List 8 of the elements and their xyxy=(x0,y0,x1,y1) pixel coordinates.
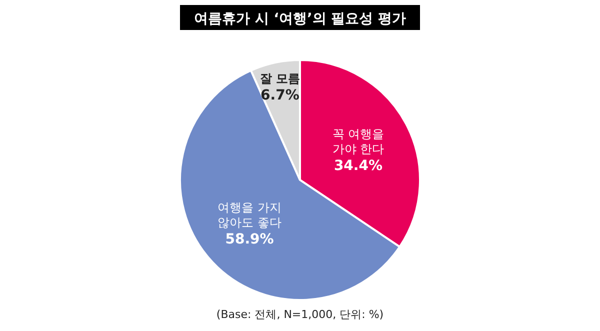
chart-title: 여름휴가 시 ‘여행’의 필요성 평가 xyxy=(194,11,406,27)
slice-label: 잘 모름 xyxy=(260,72,300,86)
data-label: 34.4% xyxy=(334,158,383,174)
text: (Base: 전체, N=1,000, 단위: %) xyxy=(216,308,384,321)
slice-label: 여행을 가지 않아도 좋다 xyxy=(218,200,282,230)
data-label: 6.7% xyxy=(260,88,300,104)
slice-label: 꼭 여행을 가야 한다 xyxy=(332,126,384,156)
data-label: 58.9% xyxy=(225,232,274,248)
